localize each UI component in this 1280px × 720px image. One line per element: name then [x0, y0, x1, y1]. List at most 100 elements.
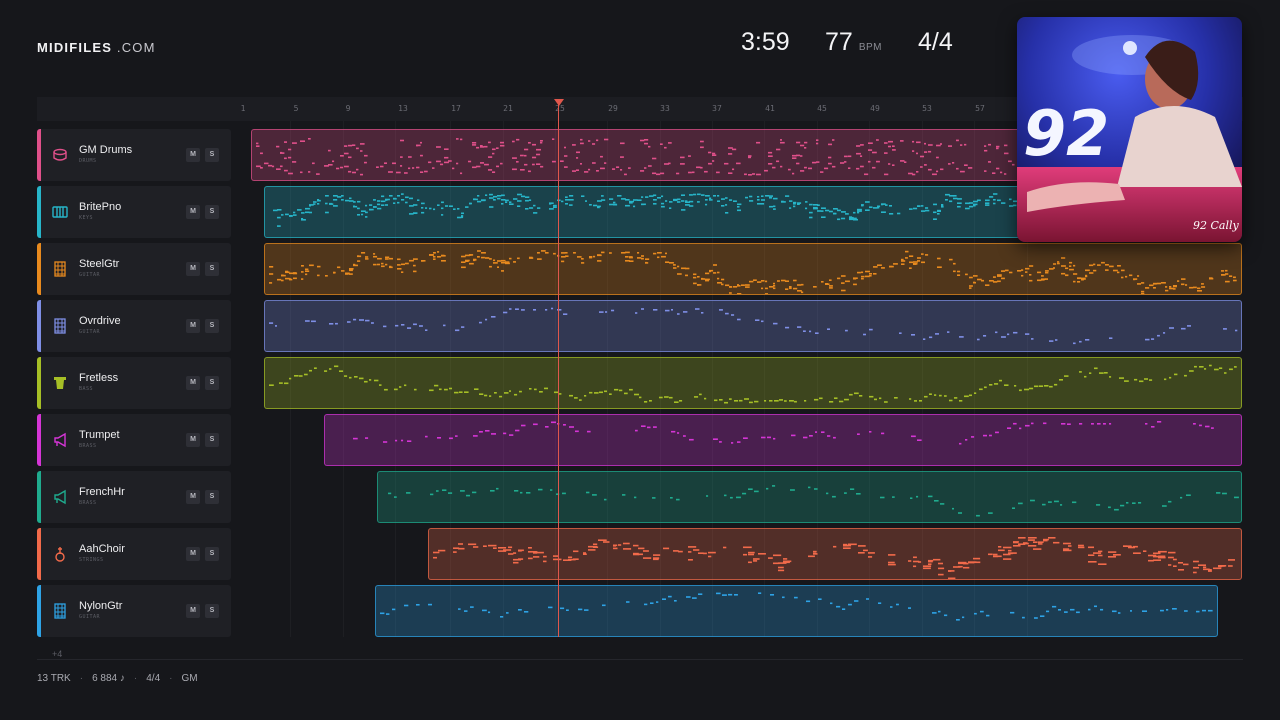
track-category: BRASS — [79, 500, 97, 506]
playhead[interactable] — [558, 103, 559, 637]
ruler-bar-17: 17 — [451, 104, 461, 113]
track-category: DRUMS — [79, 158, 97, 164]
track-name: NylonGtr — [79, 600, 123, 612]
footer-midi-standard: GM — [181, 673, 198, 684]
ruler-bar-1: 1 — [240, 104, 246, 113]
logo-domain: .COM — [116, 40, 156, 55]
track-color-bar — [37, 528, 41, 580]
ruler-bar-25: 25 — [555, 104, 565, 113]
solo-button[interactable]: S — [205, 376, 219, 390]
track-category: KEYS — [79, 215, 94, 221]
track-name: AahChoir — [79, 543, 125, 555]
drum-icon — [52, 147, 68, 163]
more-tracks-indicator[interactable]: +4 — [52, 649, 63, 659]
track-name: SteelGtr — [79, 258, 120, 270]
mute-button[interactable]: M — [186, 433, 200, 447]
track-header[interactable]: Fretless BASS M S — [37, 357, 231, 409]
ruler-bar-53: 53 — [922, 104, 932, 113]
midi-region[interactable] — [428, 528, 1242, 580]
ruler-bar-5: 5 — [293, 104, 299, 113]
track-category: BRASS — [79, 443, 97, 449]
ruler-bar-21: 21 — [503, 104, 513, 113]
solo-button[interactable]: S — [205, 490, 219, 504]
track-category: BASS — [79, 386, 94, 392]
footer-note-count: 6 884 ♪ — [92, 673, 125, 684]
mute-button[interactable]: M — [186, 262, 200, 276]
mute-button[interactable]: M — [186, 490, 200, 504]
midi-notes — [380, 592, 1213, 621]
track-header[interactable]: AahChoir STRINGS M S — [37, 528, 231, 580]
track-header[interactable]: NylonGtr GUITAR M S — [37, 585, 231, 637]
track-color-bar — [37, 186, 41, 238]
ruler-bar-57: 57 — [975, 104, 985, 113]
solo-button[interactable]: S — [205, 547, 219, 561]
midi-region[interactable] — [377, 471, 1242, 523]
midi-region[interactable] — [324, 414, 1242, 466]
footer-time-signature: 4/4 — [146, 673, 161, 684]
track-color-bar — [37, 129, 41, 181]
keys-icon — [52, 204, 68, 220]
track-color-bar — [37, 414, 41, 466]
mute-button[interactable]: M — [186, 205, 200, 219]
solo-button[interactable]: S — [205, 433, 219, 447]
cover-title-art: 92 — [1023, 97, 1109, 170]
ruler-bar-13: 13 — [398, 104, 408, 113]
album-cover-art: 92 92 Cally — [1017, 17, 1242, 242]
ruler-bar-41: 41 — [765, 104, 775, 113]
track-category: GUITAR — [79, 329, 101, 335]
track-header[interactable]: GM Drums DRUMS M S — [37, 129, 231, 181]
track-name: Fretless — [79, 372, 119, 384]
violin-icon — [52, 546, 68, 562]
mute-button[interactable]: M — [186, 376, 200, 390]
midi-region[interactable] — [375, 585, 1218, 637]
tempo-unit: BPM — [858, 42, 882, 53]
track-color-bar — [37, 243, 41, 295]
solo-button[interactable]: S — [205, 262, 219, 276]
horn-icon — [52, 432, 68, 448]
time-signature-readout: 4/4 — [918, 28, 953, 56]
track-header[interactable]: Trumpet BRASS M S — [37, 414, 231, 466]
guitar-fretboard-icon — [52, 318, 68, 334]
tempo-readout: 77 BPM — [825, 28, 882, 57]
horn-icon — [52, 489, 68, 505]
solo-button[interactable]: S — [205, 148, 219, 162]
track-name: BritePno — [79, 201, 122, 213]
track-category: GUITAR — [79, 614, 101, 620]
track-name: Trumpet — [79, 429, 120, 441]
solo-button[interactable]: S — [205, 205, 219, 219]
mute-button[interactable]: M — [186, 604, 200, 618]
track-header[interactable]: BritePno KEYS M S — [37, 186, 231, 238]
midi-region[interactable] — [264, 357, 1242, 409]
solo-button[interactable]: S — [205, 604, 219, 618]
midi-notes — [269, 250, 1237, 294]
footer-divider — [37, 659, 1243, 660]
ruler-bar-29: 29 — [608, 104, 618, 113]
playhead-handle[interactable] — [554, 99, 564, 106]
track-category: STRINGS — [79, 557, 104, 563]
track-color-bar — [37, 585, 41, 637]
footer-track-count: 13 TRK — [37, 673, 71, 684]
midi-region[interactable] — [264, 243, 1242, 295]
site-logo[interactable]: MIDIFILES .COM — [37, 40, 156, 55]
track-header[interactable]: Ovrdrive GUITAR M S — [37, 300, 231, 352]
album-cover: 92 92 Cally — [1017, 17, 1242, 242]
track-color-bar — [37, 357, 41, 409]
mute-button[interactable]: M — [186, 319, 200, 333]
track-header[interactable]: SteelGtr GUITAR M S — [37, 243, 231, 295]
midi-region[interactable] — [264, 300, 1242, 352]
ruler-bar-45: 45 — [817, 104, 827, 113]
midi-notes — [433, 537, 1235, 579]
mute-button[interactable]: M — [186, 148, 200, 162]
solo-button[interactable]: S — [205, 319, 219, 333]
guitar-fretboard-icon — [52, 261, 68, 277]
track-header[interactable]: FrenchHr BRASS M S — [37, 471, 231, 523]
track-name: Ovrdrive — [79, 315, 121, 327]
midi-notes — [269, 307, 1238, 345]
ruler-bar-37: 37 — [712, 104, 722, 113]
ruler-bar-9: 9 — [345, 104, 351, 113]
logo-main: MIDIFILES — [37, 40, 113, 55]
cover-signature: 92 Cally — [1193, 219, 1240, 232]
guitar-fretboard-icon — [52, 603, 68, 619]
mute-button[interactable]: M — [186, 547, 200, 561]
tempo-value: 77 — [825, 28, 853, 56]
